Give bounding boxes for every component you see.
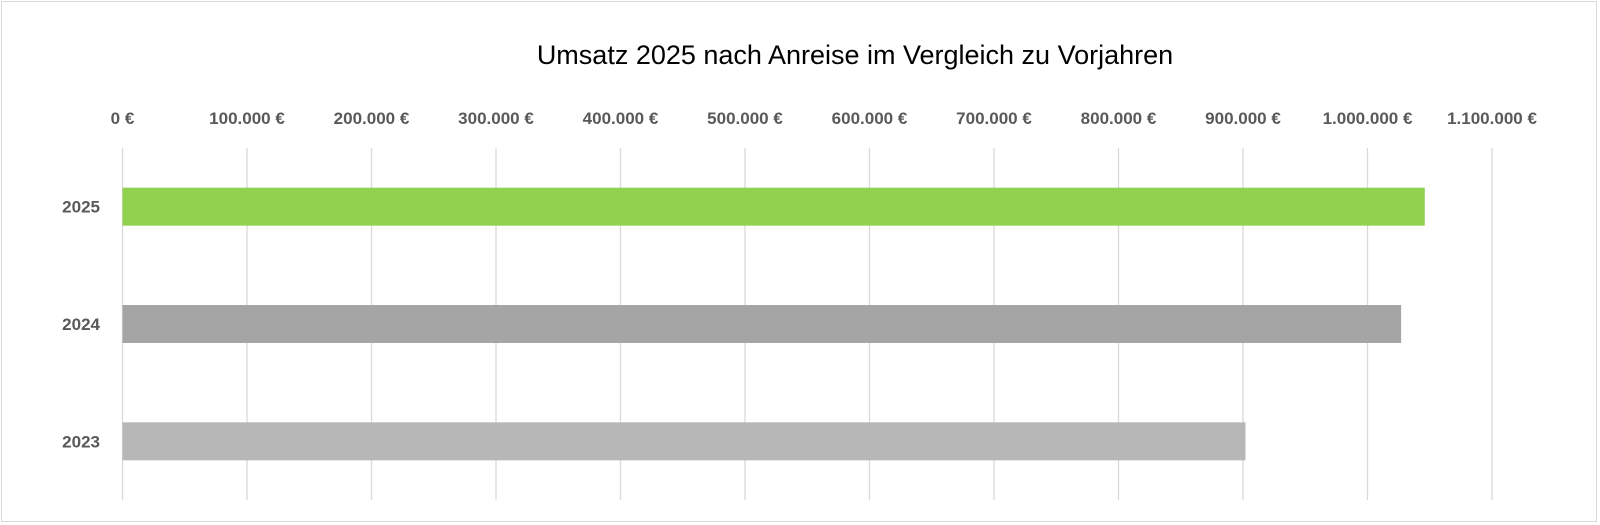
x-tick-label: 300.000 € — [458, 109, 534, 128]
y-category-label: 2025 — [62, 198, 100, 217]
x-tick-label: 600.000 € — [832, 109, 908, 128]
y-category-label: 2023 — [62, 432, 100, 451]
bar-2023 — [122, 422, 1246, 461]
bar-2024 — [122, 305, 1402, 343]
chart-title: Umsatz 2025 nach Anreise im Vergleich zu… — [536, 40, 1174, 70]
y-category-label: 2024 — [62, 315, 100, 334]
x-tick-label: 800.000 € — [1081, 109, 1157, 128]
x-tick-label: 100.000 € — [209, 109, 285, 128]
x-tick-label: 400.000 € — [583, 109, 659, 128]
x-tick-label: 900.000 € — [1205, 109, 1281, 128]
x-tick-label: 500.000 € — [707, 109, 783, 128]
x-tick-label: 200.000 € — [334, 109, 410, 128]
x-tick-label: 0 € — [111, 109, 135, 128]
x-tick-label: 1.100.000 € — [1447, 109, 1537, 128]
x-tick-label: 700.000 € — [956, 109, 1032, 128]
x-tick-label: 1.000.000 € — [1323, 109, 1413, 128]
bar-2025 — [122, 187, 1425, 226]
